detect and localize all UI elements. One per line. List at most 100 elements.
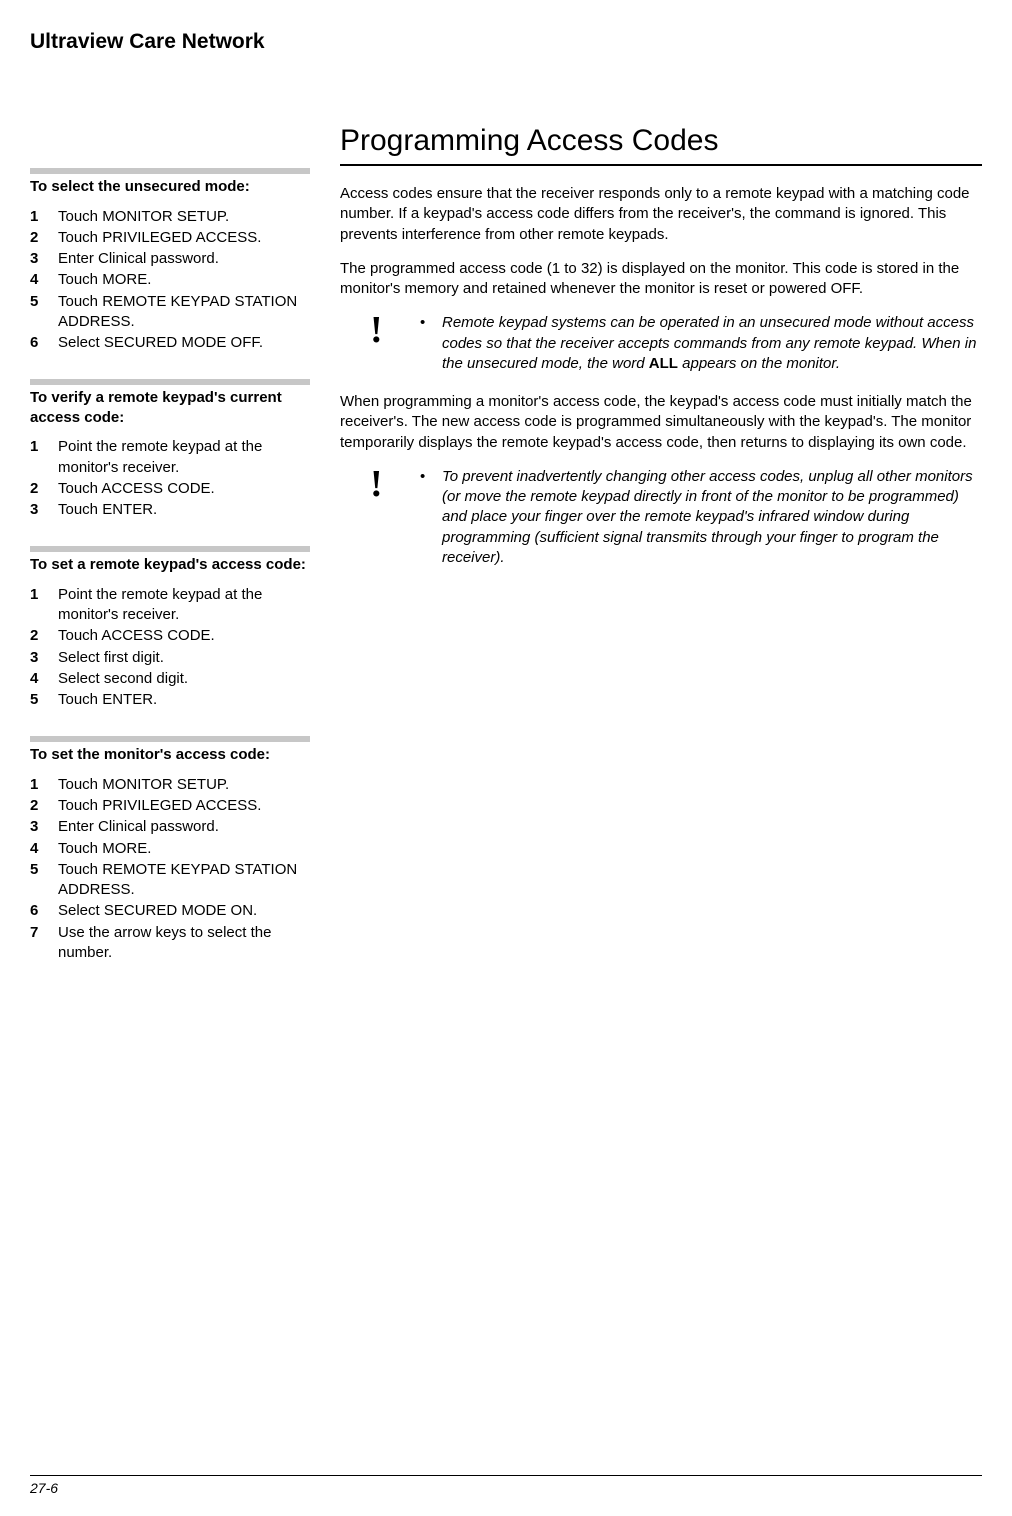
sidebar: To select the unsecured mode: 1Touch MON… bbox=[30, 124, 310, 989]
sidebar-title: To verify a remote keypad's current acce… bbox=[30, 388, 310, 427]
sidebar-rule bbox=[30, 546, 310, 552]
list-item: 5Touch REMOTE KEYPAD STATION ADDRESS. bbox=[30, 860, 310, 901]
step-text: Touch REMOTE KEYPAD STATION ADDRESS. bbox=[58, 860, 310, 901]
list-item: 7Use the arrow keys to select the number… bbox=[30, 923, 310, 964]
step-text: Use the arrow keys to select the number. bbox=[58, 923, 310, 964]
sidebar-list: 1Point the remote keypad at the monitor'… bbox=[30, 437, 310, 520]
note-block: ! • Remote keypad systems can be operate… bbox=[340, 313, 982, 374]
sidebar-list: 1Touch MONITOR SETUP. 2Touch PRIVILEGED … bbox=[30, 207, 310, 354]
list-item: 2Touch PRIVILEGED ACCESS. bbox=[30, 228, 310, 248]
sidebar-list: 1Touch MONITOR SETUP. 2Touch PRIVILEGED … bbox=[30, 775, 310, 963]
step-num: 3 bbox=[30, 500, 58, 520]
step-text: Touch ACCESS CODE. bbox=[58, 479, 310, 499]
step-text: Touch ENTER. bbox=[58, 690, 310, 710]
step-num: 4 bbox=[30, 669, 58, 689]
list-item: 6Select SECURED MODE ON. bbox=[30, 901, 310, 921]
step-num: 5 bbox=[30, 860, 58, 901]
step-text: Touch ENTER. bbox=[58, 500, 310, 520]
step-num: 2 bbox=[30, 228, 58, 248]
step-num: 3 bbox=[30, 817, 58, 837]
step-text: Point the remote keypad at the monitor's… bbox=[58, 585, 310, 626]
step-num: 2 bbox=[30, 626, 58, 646]
step-num: 1 bbox=[30, 437, 58, 478]
list-item: 3Touch ENTER. bbox=[30, 500, 310, 520]
list-item: 2Touch PRIVILEGED ACCESS. bbox=[30, 796, 310, 816]
step-num: 2 bbox=[30, 479, 58, 499]
list-item: 1Touch MONITOR SETUP. bbox=[30, 775, 310, 795]
step-num: 3 bbox=[30, 648, 58, 668]
sidebar-list: 1Point the remote keypad at the monitor'… bbox=[30, 585, 310, 711]
list-item: 3Enter Clinical password. bbox=[30, 249, 310, 269]
body-paragraph: When programming a monitor's access code… bbox=[340, 392, 982, 453]
step-num: 6 bbox=[30, 333, 58, 353]
page-header: Ultraview Care Network bbox=[30, 30, 982, 54]
step-text: Select SECURED MODE OFF. bbox=[58, 333, 310, 353]
step-num: 5 bbox=[30, 292, 58, 333]
step-num: 2 bbox=[30, 796, 58, 816]
content-wrapper: To select the unsecured mode: 1Touch MON… bbox=[30, 124, 982, 989]
list-item: 4Touch MORE. bbox=[30, 270, 310, 290]
step-num: 3 bbox=[30, 249, 58, 269]
list-item: 2Touch ACCESS CODE. bbox=[30, 626, 310, 646]
step-num: 7 bbox=[30, 923, 58, 964]
page-title: Programming Access Codes bbox=[340, 124, 982, 158]
bullet-icon: • bbox=[420, 313, 442, 374]
step-text: Enter Clinical password. bbox=[58, 817, 310, 837]
note-block: ! • To prevent inadvertently changing ot… bbox=[340, 467, 982, 568]
warning-icon: ! bbox=[370, 467, 420, 501]
body-paragraph: Access codes ensure that the receiver re… bbox=[340, 184, 982, 245]
sidebar-title: To set the monitor's access code: bbox=[30, 745, 310, 765]
step-text: Select first digit. bbox=[58, 648, 310, 668]
note-content: Remote keypad systems can be operated in… bbox=[442, 313, 982, 374]
sidebar-rule bbox=[30, 168, 310, 174]
step-num: 4 bbox=[30, 839, 58, 859]
note-post: appears on the monitor. bbox=[678, 355, 840, 372]
step-num: 4 bbox=[30, 270, 58, 290]
step-text: Touch PRIVILEGED ACCESS. bbox=[58, 228, 310, 248]
sidebar-section: To set a remote keypad's access code: 1P… bbox=[30, 546, 310, 710]
step-text: Touch MONITOR SETUP. bbox=[58, 207, 310, 227]
list-item: 6Select SECURED MODE OFF. bbox=[30, 333, 310, 353]
list-item: 4Select second digit. bbox=[30, 669, 310, 689]
title-rule bbox=[340, 164, 982, 166]
step-num: 1 bbox=[30, 775, 58, 795]
list-item: 3Select first digit. bbox=[30, 648, 310, 668]
step-text: Point the remote keypad at the monitor's… bbox=[58, 437, 310, 478]
step-text: Select SECURED MODE ON. bbox=[58, 901, 310, 921]
sidebar-title: To select the unsecured mode: bbox=[30, 177, 310, 197]
step-text: Select second digit. bbox=[58, 669, 310, 689]
step-text: Touch MONITOR SETUP. bbox=[58, 775, 310, 795]
warning-icon: ! bbox=[370, 313, 420, 347]
main-column: Programming Access Codes Access codes en… bbox=[340, 124, 982, 989]
step-text: Touch REMOTE KEYPAD STATION ADDRESS. bbox=[58, 292, 310, 333]
sidebar-section: To verify a remote keypad's current acce… bbox=[30, 379, 310, 520]
list-item: 5Touch ENTER. bbox=[30, 690, 310, 710]
step-num: 6 bbox=[30, 901, 58, 921]
sidebar-section: To set the monitor's access code: 1Touch… bbox=[30, 736, 310, 963]
step-text: Touch ACCESS CODE. bbox=[58, 626, 310, 646]
body-paragraph: The programmed access code (1 to 32) is … bbox=[340, 259, 982, 300]
step-text: Touch MORE. bbox=[58, 270, 310, 290]
note-content: To prevent inadvertently changing other … bbox=[442, 467, 982, 568]
page-footer: 27-6 bbox=[30, 1475, 982, 1496]
list-item: 4Touch MORE. bbox=[30, 839, 310, 859]
sidebar-title: To set a remote keypad's access code: bbox=[30, 555, 310, 575]
note-text: • To prevent inadvertently changing othe… bbox=[420, 467, 982, 568]
sidebar-rule bbox=[30, 736, 310, 742]
list-item: 3Enter Clinical password. bbox=[30, 817, 310, 837]
sidebar-rule bbox=[30, 379, 310, 385]
note-bold: ALL bbox=[649, 355, 678, 372]
page-number: 27-6 bbox=[30, 1480, 982, 1496]
sidebar-section: To select the unsecured mode: 1Touch MON… bbox=[30, 168, 310, 353]
list-item: 1Touch MONITOR SETUP. bbox=[30, 207, 310, 227]
step-num: 1 bbox=[30, 207, 58, 227]
step-num: 5 bbox=[30, 690, 58, 710]
list-item: 2Touch ACCESS CODE. bbox=[30, 479, 310, 499]
list-item: 1Point the remote keypad at the monitor'… bbox=[30, 585, 310, 626]
step-text: Touch PRIVILEGED ACCESS. bbox=[58, 796, 310, 816]
step-text: Enter Clinical password. bbox=[58, 249, 310, 269]
bullet-icon: • bbox=[420, 467, 442, 568]
step-num: 1 bbox=[30, 585, 58, 626]
footer-rule bbox=[30, 1475, 982, 1476]
list-item: 5Touch REMOTE KEYPAD STATION ADDRESS. bbox=[30, 292, 310, 333]
